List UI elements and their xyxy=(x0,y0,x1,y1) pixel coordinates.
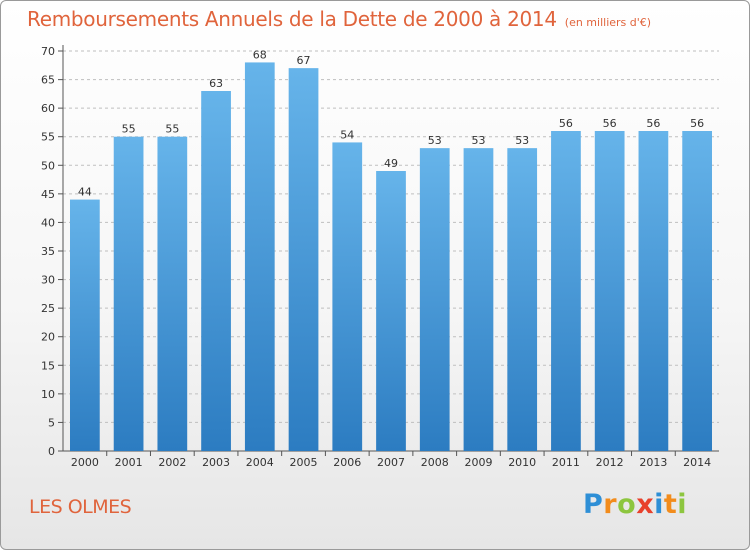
y-tick-label: 65 xyxy=(41,74,55,87)
x-tick-label: 2014 xyxy=(683,456,711,469)
x-tick-label: 2011 xyxy=(552,456,580,469)
title-text: Remboursements Annuels de la Dette de 20… xyxy=(27,7,557,31)
logo-letter: o xyxy=(617,489,637,520)
bar-value-label: 56 xyxy=(559,117,573,130)
x-tick-label: 2010 xyxy=(508,456,536,469)
commune-name: LES OLMES xyxy=(29,496,132,518)
bar xyxy=(113,136,144,451)
bars xyxy=(69,62,713,452)
bar xyxy=(332,142,363,451)
title-unit: (en milliers d'€) xyxy=(564,16,652,29)
axes: 0 5 10 15 20 25 30 35 40 45 50 55 60 65 70 xyxy=(41,45,719,458)
chart-title: Remboursements Annuels de la Dette de 20… xyxy=(27,7,651,31)
bar xyxy=(638,131,669,451)
bar xyxy=(507,148,538,451)
x-tick-label: 2008 xyxy=(421,456,449,469)
y-tick-label: 55 xyxy=(41,131,55,144)
y-tick-label: 60 xyxy=(41,102,55,115)
y-tick-label: 15 xyxy=(41,359,55,372)
labels: 44 2000 55 2001 55 2002 63 2003 68 2004 67 2005 54 20… xyxy=(71,48,711,469)
bar-value-label: 56 xyxy=(690,117,704,130)
y-tick-label: 50 xyxy=(41,159,55,172)
bar xyxy=(201,91,231,451)
bar-value-label: 44 xyxy=(78,186,92,199)
bar-value-label: 53 xyxy=(515,134,529,147)
bar xyxy=(463,148,494,451)
y-tick-label: 30 xyxy=(41,274,55,287)
bar xyxy=(288,68,319,452)
bar-value-label: 56 xyxy=(646,117,660,130)
y-tick-label: 10 xyxy=(41,388,55,401)
x-tick-label: 2000 xyxy=(71,456,99,469)
x-tick-label: 2007 xyxy=(377,456,405,469)
logo-letter: r xyxy=(603,489,618,520)
bar xyxy=(376,171,406,451)
bar-value-label: 63 xyxy=(209,77,223,90)
logo-letter: t xyxy=(663,489,678,520)
y-tick-label: 45 xyxy=(41,188,55,201)
logo-letter: i xyxy=(654,489,664,520)
x-tick-label: 2001 xyxy=(115,456,143,469)
x-tick-label: 2006 xyxy=(333,456,361,469)
x-tick-label: 2002 xyxy=(158,456,186,469)
bar-value-label: 67 xyxy=(297,54,311,67)
y-tick-label: 40 xyxy=(41,216,55,229)
logo-letter: x xyxy=(636,489,655,520)
x-tick-label: 2004 xyxy=(246,456,274,469)
x-tick-label: 2013 xyxy=(639,456,667,469)
bar xyxy=(157,136,188,451)
x-tick-label: 2003 xyxy=(202,456,230,469)
bar xyxy=(682,131,713,451)
bar-value-label: 53 xyxy=(471,134,485,147)
bar-value-label: 54 xyxy=(340,128,354,141)
logo-letter: i xyxy=(677,489,688,520)
x-tick-label: 2005 xyxy=(290,456,318,469)
y-tick-label: 35 xyxy=(41,245,55,258)
y-tick-label: 5 xyxy=(48,416,55,429)
bar-value-label: 55 xyxy=(122,123,136,136)
logo-letter: P xyxy=(583,489,604,520)
bar-value-label: 49 xyxy=(384,157,398,170)
proxiti-logo: Proxiti xyxy=(583,489,687,520)
x-tick-label: 2012 xyxy=(596,456,624,469)
bar-value-label: 53 xyxy=(428,134,442,147)
bar-value-label: 55 xyxy=(165,123,179,136)
y-tick-label: 25 xyxy=(41,302,55,315)
bar-value-label: 56 xyxy=(603,117,617,130)
y-tick-label: 70 xyxy=(41,45,55,58)
bar-value-label: 68 xyxy=(253,48,267,61)
y-tick-label: 20 xyxy=(41,331,55,344)
x-tick-label: 2009 xyxy=(464,456,492,469)
y-tick-label: 0 xyxy=(48,445,55,458)
bar xyxy=(594,131,625,451)
bar xyxy=(551,131,581,451)
bar xyxy=(419,148,450,451)
bar xyxy=(69,199,100,451)
bar xyxy=(244,62,275,452)
